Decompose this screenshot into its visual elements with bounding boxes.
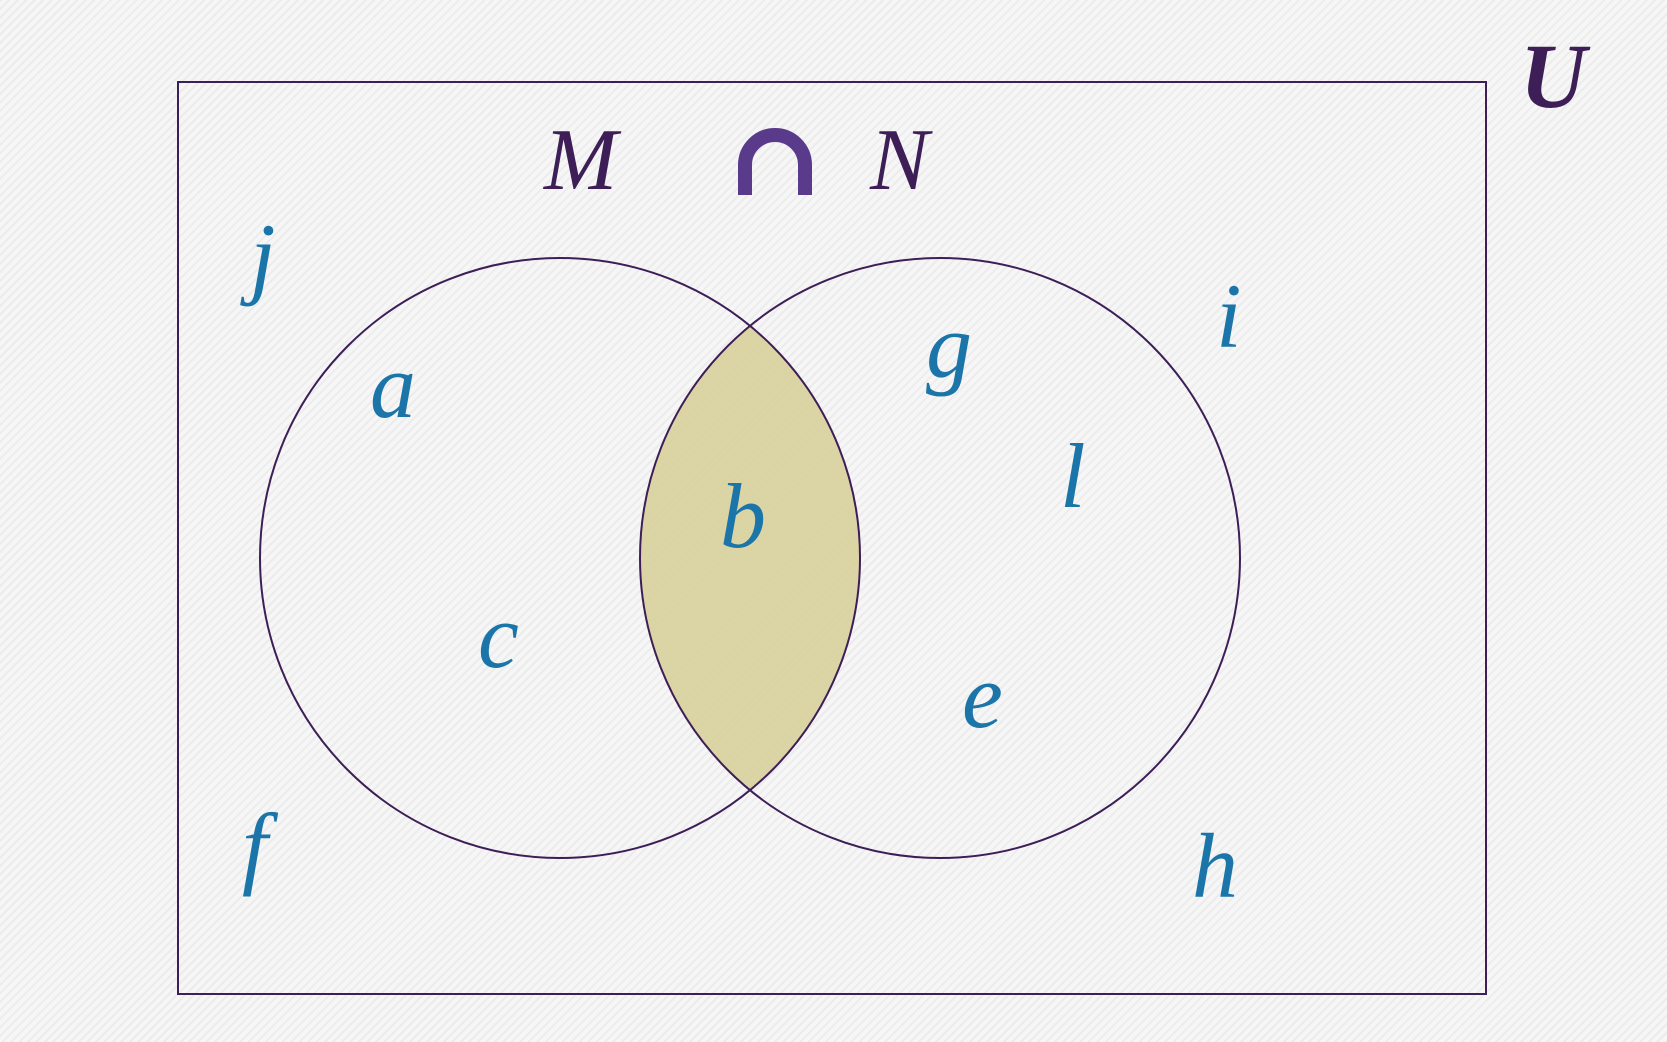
universe-label-text: U [1520, 25, 1586, 127]
element-i: i [1216, 270, 1242, 362]
element-f: f [242, 800, 268, 892]
universe-label: U [1520, 30, 1586, 122]
set-N-label: N [870, 117, 929, 205]
element-e: e [962, 650, 1003, 742]
element-g: g [926, 300, 972, 392]
set-M-label-text: M [544, 112, 617, 209]
element-h: h [1192, 820, 1238, 912]
element-j: j [250, 210, 276, 302]
element-l: l [1060, 430, 1086, 522]
element-c: c [478, 590, 519, 682]
set-N-label-text: N [870, 112, 929, 209]
element-a: a [370, 340, 416, 432]
element-b: b [720, 470, 766, 562]
set-M-label: M [544, 117, 617, 205]
intersection-symbol-icon [745, 135, 805, 195]
venn-diagram-container: U M N a c b g l e j f i h [0, 0, 1667, 1042]
